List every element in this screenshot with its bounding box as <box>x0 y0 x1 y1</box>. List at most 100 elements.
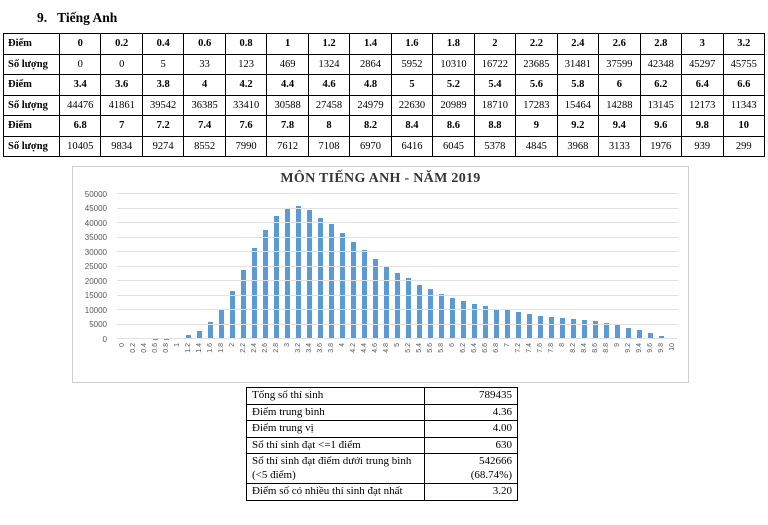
score-cell: 9 <box>515 115 558 137</box>
x-tick-label: 1 <box>173 343 181 347</box>
x-tick-label: 8.6 <box>591 343 599 353</box>
score-cell: 7.6 <box>224 115 268 137</box>
bar-slot <box>216 194 227 339</box>
x-tick-label: 9.4 <box>635 343 643 353</box>
x-tick-slot: 3.8 <box>326 343 337 353</box>
count-cell: 10310 <box>432 53 475 75</box>
x-tick-label: 3.2 <box>294 343 302 353</box>
bar-slot <box>304 194 315 339</box>
x-tick-label: 3 <box>283 343 291 347</box>
bar-slot <box>590 194 601 339</box>
count-cell: 45755 <box>722 53 765 75</box>
x-tick-slot: 9.2 <box>623 343 634 353</box>
count-cell: 14288 <box>598 94 641 116</box>
count-cell: 299 <box>722 135 765 157</box>
count-cell: 44476 <box>58 94 102 116</box>
score-cell: 0.4 <box>141 33 185 55</box>
row-header: Điểm <box>3 33 60 55</box>
bar-slot <box>315 194 326 339</box>
count-cell: 27458 <box>307 94 351 116</box>
y-tick-label: 35000 <box>84 233 107 242</box>
count-cell: 17283 <box>515 94 558 116</box>
score-cell: 2 <box>473 33 517 55</box>
x-tick-label: 8.4 <box>580 343 588 353</box>
bar-slot <box>161 194 172 339</box>
x-tick-slot: 6.2 <box>458 343 469 353</box>
score-cell: 0.8 <box>224 33 268 55</box>
summary-label: Số thí sinh đạt điểm dưới trung bình (<5… <box>246 453 425 484</box>
gridline <box>117 294 678 296</box>
count-cell: 33 <box>183 53 226 75</box>
bar <box>483 306 488 339</box>
gridline <box>117 265 678 267</box>
section-title: Tiếng Anh <box>57 10 118 25</box>
count-cell: 8552 <box>183 135 226 157</box>
gridline <box>117 280 678 281</box>
x-tick-label: 5 <box>393 343 401 347</box>
x-tick-label: 0 <box>118 343 126 347</box>
table-row: Điểm 3.4 3.6 3.8 4 4.2 4.4 4.6 4.8 5 5.2 5.4 5.6 5.8 6… <box>3 74 765 96</box>
x-tick-label: 8.2 <box>569 343 577 353</box>
x-tick-label: 9.2 <box>624 343 632 353</box>
bar-slot <box>546 194 557 339</box>
score-cell: 8.6 <box>432 115 475 137</box>
count-cell: 15464 <box>556 94 600 116</box>
bar <box>461 300 466 339</box>
bar-slot <box>403 194 414 339</box>
count-cell: 0 <box>58 53 102 75</box>
x-tick-slot: 2.2 <box>238 343 249 353</box>
score-cell: 1.8 <box>432 33 475 55</box>
x-tick-label: 0.8 <box>162 343 170 353</box>
section-number: 9. <box>37 10 48 25</box>
gridline <box>117 193 678 194</box>
x-tick-slot: 8 <box>557 343 568 347</box>
count-cell: 11343 <box>722 94 765 116</box>
x-tick-slot: 7 <box>502 343 513 347</box>
bar-slot <box>601 194 612 339</box>
bar-slot <box>436 194 447 339</box>
x-tick-slot: 1 <box>172 343 183 347</box>
x-tick-label: 7.4 <box>525 343 533 353</box>
x-tick-slot: 0.6 <box>150 343 161 353</box>
bar <box>593 321 598 339</box>
x-tick-slot: 1.4 <box>194 343 205 353</box>
y-tick-label: 5000 <box>89 320 107 329</box>
table-row: Số lượng 44476 41861 39542 36385 33410 30588 27… <box>3 94 765 116</box>
x-tick-label: 4.8 <box>382 343 390 353</box>
bar <box>208 321 213 339</box>
x-tick-label: 5.8 <box>437 343 445 353</box>
count-cell: 7990 <box>224 135 268 157</box>
x-tick-slot: 6 <box>447 343 458 347</box>
x-tick-slot: 10 <box>667 343 678 351</box>
bar-slot <box>348 194 359 339</box>
x-tick-label: 0.6 <box>151 343 159 353</box>
x-tick-slot: 2.8 <box>271 343 282 353</box>
bar <box>263 229 268 339</box>
gridline <box>117 338 678 339</box>
count-cell: 939 <box>681 135 724 157</box>
count-cell: 33410 <box>224 94 268 116</box>
x-tick-label: 0.4 <box>140 343 148 353</box>
x-tick-label: 7.8 <box>547 343 555 353</box>
gridline <box>117 236 678 238</box>
x-tick-slot: 6.6 <box>480 343 491 353</box>
x-tick-slot: 3.2 <box>293 343 304 353</box>
bar-slot <box>260 194 271 339</box>
bar-slot <box>326 194 337 339</box>
count-cell: 36385 <box>183 94 226 116</box>
bar <box>241 270 246 339</box>
bar-slot <box>623 194 634 339</box>
score-cell: 2.4 <box>556 33 600 55</box>
table-row: Số lượng 0 0 5 33 123 469 1324 2864 5952 10310 1672… <box>3 53 765 75</box>
x-tick-slot: 1.2 <box>183 343 194 353</box>
bar-slot <box>392 194 403 339</box>
x-tick-slot: 8.8 <box>601 343 612 353</box>
bar <box>538 315 543 339</box>
x-tick-label: 2.4 <box>250 343 258 353</box>
gridline <box>117 251 678 252</box>
x-tick-slot: 8.4 <box>579 343 590 353</box>
section-heading: 9. Tiếng Anh <box>37 10 117 26</box>
summary-value: 4.00 <box>424 420 518 438</box>
bar <box>252 247 257 339</box>
score-cell: 2.2 <box>515 33 558 55</box>
